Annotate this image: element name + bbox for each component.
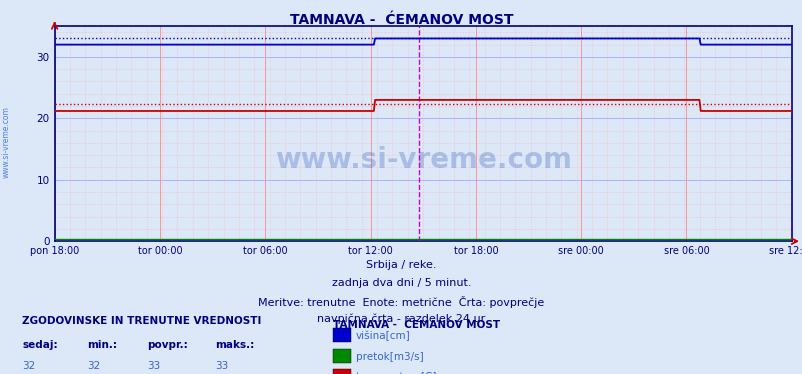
Text: sedaj:: sedaj: xyxy=(22,340,58,350)
Text: www.si-vreme.com: www.si-vreme.com xyxy=(2,106,11,178)
Text: zadnja dva dni / 5 minut.: zadnja dva dni / 5 minut. xyxy=(331,278,471,288)
Text: min.:: min.: xyxy=(87,340,116,350)
Text: pretok[m3/s]: pretok[m3/s] xyxy=(355,352,423,362)
Text: temperatura[C]: temperatura[C] xyxy=(355,372,436,374)
Text: TAMNAVA -  ČEMANOV MOST: TAMNAVA - ČEMANOV MOST xyxy=(333,320,500,330)
Text: Meritve: trenutne  Enote: metrične  Črta: povprečje: Meritve: trenutne Enote: metrične Črta: … xyxy=(258,296,544,308)
Text: ZGODOVINSKE IN TRENUTNE VREDNOSTI: ZGODOVINSKE IN TRENUTNE VREDNOSTI xyxy=(22,316,261,326)
Text: 33: 33 xyxy=(215,361,229,371)
Text: maks.:: maks.: xyxy=(215,340,254,350)
Text: višina[cm]: višina[cm] xyxy=(355,331,410,341)
Text: www.si-vreme.com: www.si-vreme.com xyxy=(274,145,571,174)
Text: TAMNAVA -  ĆEMANOV MOST: TAMNAVA - ĆEMANOV MOST xyxy=(290,13,512,27)
Text: 33: 33 xyxy=(147,361,160,371)
Text: 32: 32 xyxy=(87,361,100,371)
Text: Srbija / reke.: Srbija / reke. xyxy=(366,260,436,270)
Text: navpična črta - razdelek 24 ur: navpična črta - razdelek 24 ur xyxy=(317,314,485,324)
Text: 32: 32 xyxy=(22,361,36,371)
Text: povpr.:: povpr.: xyxy=(147,340,188,350)
